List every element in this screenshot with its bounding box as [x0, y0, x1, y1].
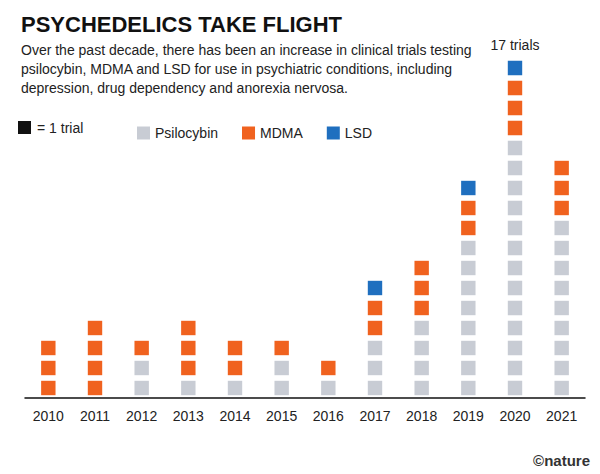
svg-text:2017: 2017 — [359, 408, 390, 424]
svg-text:2020: 2020 — [499, 408, 530, 424]
svg-text:©nature: ©nature — [533, 452, 590, 469]
svg-text:2012: 2012 — [126, 408, 157, 424]
svg-text:2010: 2010 — [33, 408, 64, 424]
svg-text:2021: 2021 — [546, 408, 577, 424]
svg-text:2018: 2018 — [406, 408, 437, 424]
svg-text:depression, drug dependency an: depression, drug dependency and anorexia… — [21, 80, 348, 96]
svg-text:2014: 2014 — [219, 408, 250, 424]
svg-text:MDMA: MDMA — [260, 125, 303, 141]
svg-text:Over the past decade, there ha: Over the past decade, there has been an … — [21, 42, 475, 58]
svg-text:PSYCHEDELICS TAKE FLIGHT: PSYCHEDELICS TAKE FLIGHT — [21, 12, 343, 37]
svg-text:2011: 2011 — [80, 408, 110, 424]
svg-text:2013: 2013 — [173, 408, 204, 424]
svg-text:17 trials: 17 trials — [490, 37, 539, 53]
svg-text:= 1 trial: = 1 trial — [37, 120, 83, 136]
svg-text:psilocybin, MDMA and LSD for u: psilocybin, MDMA and LSD for use in psyc… — [21, 61, 456, 77]
svg-text:2016: 2016 — [313, 408, 344, 424]
svg-text:2015: 2015 — [266, 408, 297, 424]
svg-text:2019: 2019 — [453, 408, 484, 424]
svg-text:LSD: LSD — [345, 125, 372, 141]
svg-text:Psilocybin: Psilocybin — [155, 125, 218, 141]
